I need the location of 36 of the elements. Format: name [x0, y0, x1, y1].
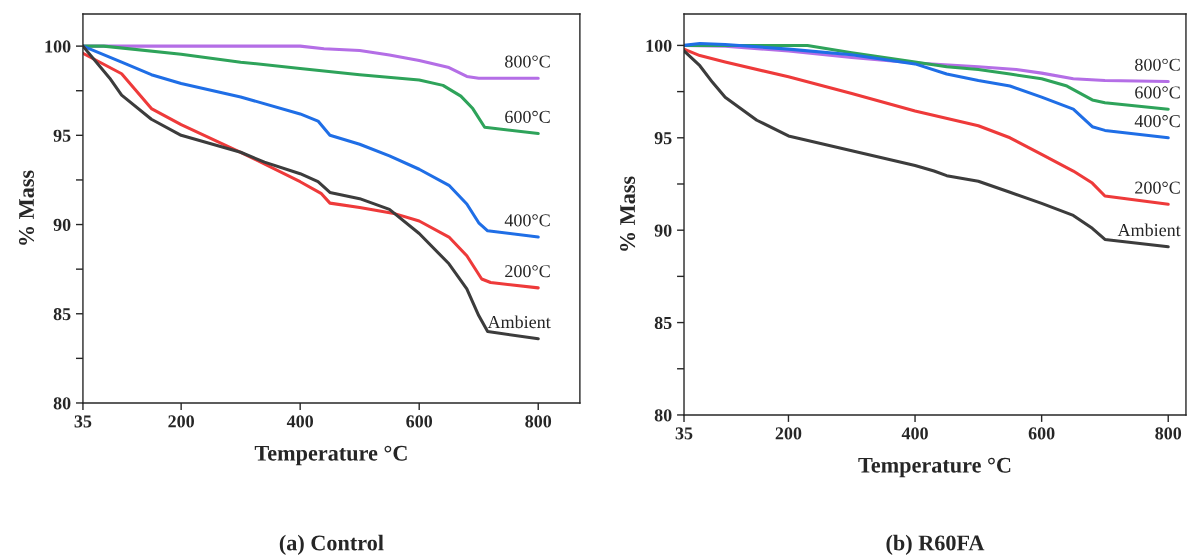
- x-tick-label: 400: [901, 427, 928, 440]
- text: (a) Control: [279, 534, 384, 555]
- y-tick-label: 85: [654, 316, 672, 330]
- series-label: 200°C: [505, 265, 550, 278]
- series-label: 600°C: [1135, 86, 1180, 99]
- x-tick-label: 600: [406, 415, 433, 428]
- y-tick-label: 100: [646, 39, 672, 52]
- series-label: 400°C: [504, 214, 550, 227]
- series-label: Ambient: [487, 315, 551, 329]
- y-axis-title: % Mass: [18, 170, 35, 245]
- y-tick-label: 85: [53, 308, 71, 321]
- x-axis-title: Temperature °C: [858, 457, 1011, 478]
- x-tick-label: 200: [775, 427, 802, 440]
- series-label: 800°C: [505, 55, 550, 68]
- y-tick-label: 95: [654, 132, 672, 145]
- y-tick-label: 100: [45, 40, 71, 53]
- series-label: 400°C: [1134, 115, 1180, 128]
- x-tick-label: 600: [1028, 427, 1055, 440]
- y-tick-label: 90: [53, 218, 71, 231]
- x-axis-title: Temperature °C: [254, 445, 407, 466]
- y-tick-label: 80: [654, 409, 672, 422]
- y-axis-title: % Mass: [620, 176, 636, 251]
- y-tick-label: 80: [53, 397, 71, 410]
- y-tick-label: 90: [654, 224, 672, 237]
- x-tick-label: 200: [168, 415, 194, 428]
- series-label: 800°C: [1135, 58, 1180, 71]
- y-tick-label: 95: [53, 129, 71, 142]
- x-tick-label: 400: [286, 415, 314, 428]
- text: (b) R60FA: [886, 534, 985, 555]
- x-tick-label: 35: [675, 427, 693, 440]
- series-label: 600°C: [505, 110, 550, 123]
- series-label: Ambient: [1117, 223, 1181, 237]
- x-tick-label: 800: [1155, 427, 1182, 440]
- series-label: 200°C: [1135, 181, 1180, 194]
- x-tick-label: 800: [525, 415, 552, 428]
- x-tick-label: 35: [74, 415, 92, 428]
